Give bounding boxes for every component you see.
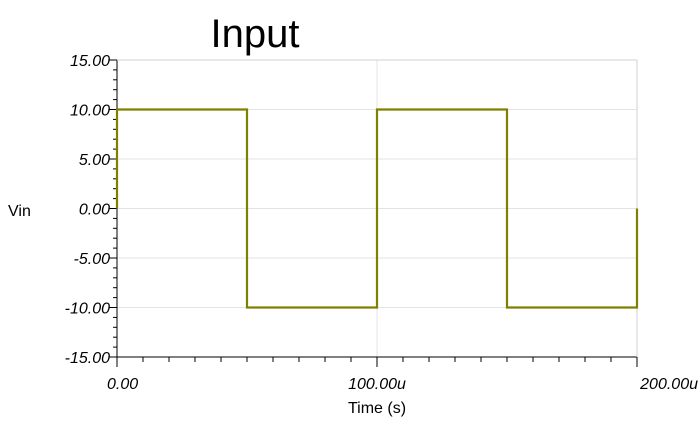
x-tick-label: 100.00u — [348, 376, 406, 393]
y-tick-label: -10.00 — [65, 301, 110, 318]
y-tick-label: 10.00 — [70, 103, 110, 120]
y-tick-label: -5.00 — [74, 251, 111, 268]
series — [115, 108, 639, 309]
x-axis-label: Time (s) — [348, 400, 406, 417]
y-tick-label: -15.00 — [65, 350, 110, 367]
y-tick-labels: 15.00 10.00 5.00 0.00 -5.00 -10.00 -15.00 — [65, 53, 110, 367]
x-tick-label: 0.00 — [107, 376, 138, 393]
series-line-0 — [115, 108, 639, 309]
minor-ticks — [109, 59, 638, 367]
y-tick-label: 15.00 — [70, 53, 110, 70]
chart-title: Input — [211, 12, 300, 56]
y-tick-label: 0.00 — [79, 202, 110, 219]
y-axis-label: Vin — [8, 203, 31, 220]
x-tick-label: 200.00u — [639, 376, 698, 393]
y-tick-label: 5.00 — [79, 152, 110, 169]
x-tick-labels: 0.00 100.00u 200.00u — [107, 376, 698, 393]
